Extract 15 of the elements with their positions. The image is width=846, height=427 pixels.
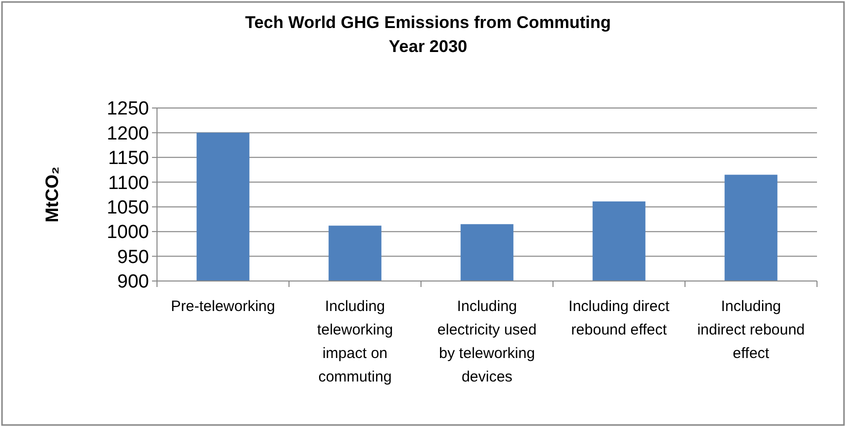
x-tick-label: Including direct rebound effect bbox=[568, 298, 670, 338]
y-tick-label: 1000 bbox=[106, 222, 149, 244]
x-tick-label: Including electricity used by teleworking devices bbox=[437, 298, 537, 386]
y-tick-label: 1100 bbox=[108, 172, 149, 194]
chart-title: Tech World GHG Emissions from Commuting Year 2030 bbox=[245, 13, 611, 56]
y-tick-label: 1150 bbox=[108, 148, 149, 170]
y-tick-label: 900 bbox=[117, 272, 149, 293]
y-tick-label: 1250 bbox=[106, 98, 149, 120]
y-axis-title: MtCO₂ bbox=[42, 166, 62, 222]
y-tick-label: 1200 bbox=[106, 123, 149, 144]
y-tick-label: 950 bbox=[117, 246, 149, 268]
x-tick-label: Including indirect rebound effect bbox=[697, 298, 805, 362]
x-tick-label: Pre-teleworking bbox=[170, 298, 276, 315]
x-tick-label: Including teleworking impact on commuting bbox=[317, 298, 393, 386]
y-tick-label: 1050 bbox=[106, 198, 149, 219]
